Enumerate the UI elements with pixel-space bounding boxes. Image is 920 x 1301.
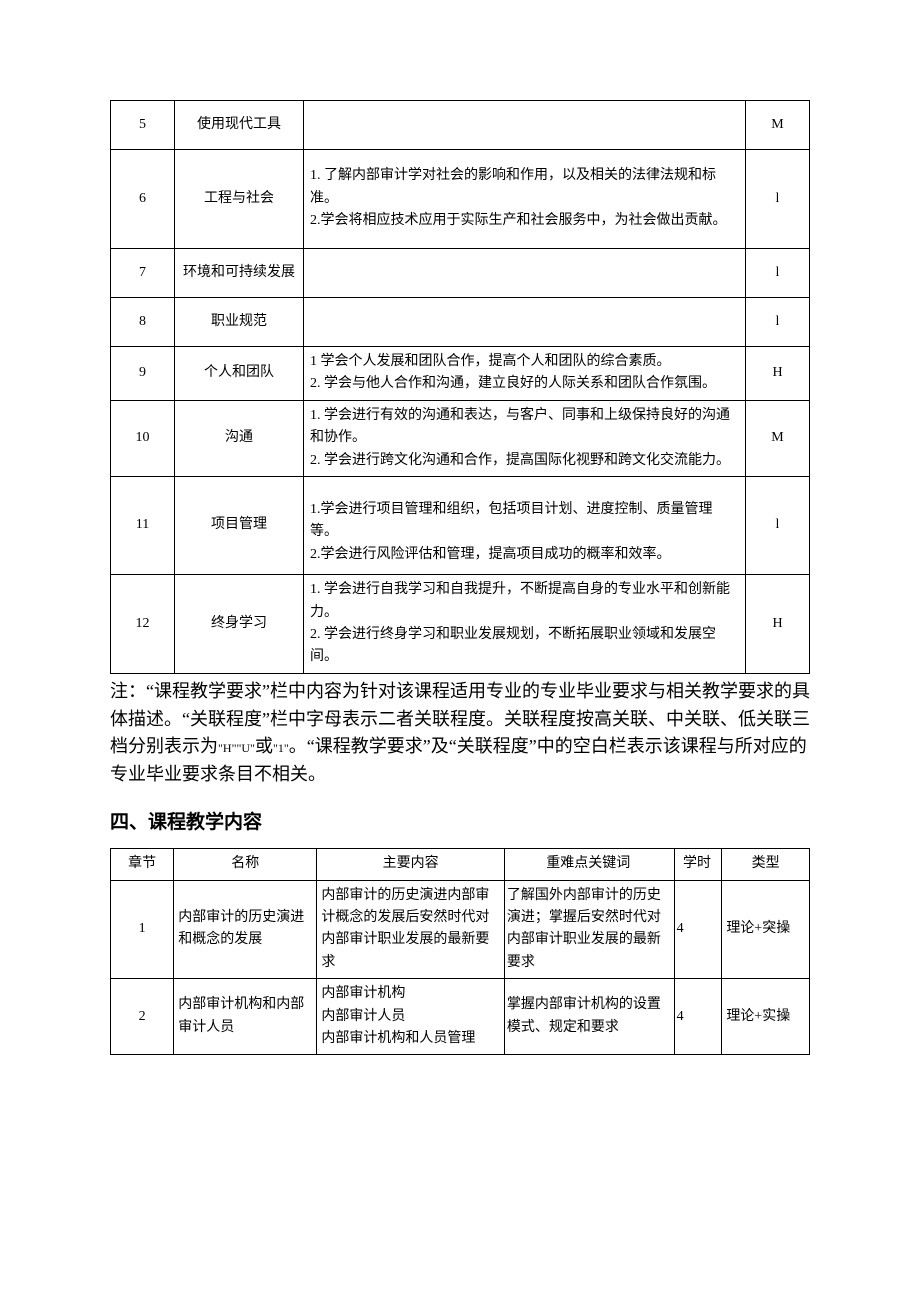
cell-index: 12: [111, 575, 175, 674]
table-row: 12 终身学习 1. 学会进行自我学习和自我提升，不断提高自身的专业水平和创新能…: [111, 575, 810, 674]
cell-desc: [304, 249, 746, 298]
cell-index: 6: [111, 150, 175, 249]
cell-level: M: [746, 101, 810, 150]
cell-type: 理论+突操: [722, 880, 810, 979]
requirements-table: 5 使用现代工具 M 6 工程与社会 1. 了解内部审计学对社会的影响和作用，以…: [110, 100, 810, 674]
cell-chapter: 1: [111, 880, 174, 979]
cell-level: M: [746, 400, 810, 476]
cell-name: 使用现代工具: [175, 101, 304, 150]
table-row: 2 内部审计机构和内部审计人员 内部审计机构 内部审计人员 内部审计机构和人员管…: [111, 979, 810, 1055]
cell-level: l: [746, 150, 810, 249]
cell-chapter: 2: [111, 979, 174, 1055]
cell-name: 环境和可持续发展: [175, 249, 304, 298]
cell-type: 理论+实操: [722, 979, 810, 1055]
cell-key: 了解国外内部审计的历史演进；掌握后安然时代对内部审计职业发展的最新要求: [504, 880, 674, 979]
col-header: 章节: [111, 849, 174, 880]
table-row: 1 内部审计的历史演进和概念的发展 内部审计的历史演进内部审计概念的发展后安然时…: [111, 880, 810, 979]
table-row: 11 项目管理 1.学会进行项目管理和组织，包括项目计划、进度控制、质量管理等。…: [111, 476, 810, 574]
col-header: 类型: [722, 849, 810, 880]
cell-desc: [304, 298, 746, 347]
cell-name: 内部审计的历史演进和概念的发展: [174, 880, 317, 979]
cell-index: 5: [111, 101, 175, 150]
note-quote: "1": [273, 741, 289, 755]
cell-desc: 1 学会个人发展和团队合作，提高个人和团队的综合素质。 2. 学会与他人合作和沟…: [304, 347, 746, 401]
cell-key: 掌握内部审计机构的设置模式、规定和要求: [504, 979, 674, 1055]
note-text: 或: [255, 736, 273, 756]
col-header: 名称: [174, 849, 317, 880]
note-quote: "H""U": [218, 741, 255, 755]
col-header: 学时: [674, 849, 722, 880]
cell-name: 内部审计机构和内部审计人员: [174, 979, 317, 1055]
cell-content: 内部审计的历史演进内部审计概念的发展后安然时代对内部审计职业发展的最新要求: [317, 880, 505, 979]
section-heading: 四、课程教学内容: [110, 807, 810, 834]
note-paragraph: 注：“课程教学要求”栏中内容为针对该课程适用专业的专业毕业要求与相关教学要求的具…: [110, 678, 810, 790]
cell-index: 11: [111, 476, 175, 574]
cell-level: H: [746, 575, 810, 674]
cell-level: l: [746, 476, 810, 574]
cell-index: 10: [111, 400, 175, 476]
cell-level: l: [746, 298, 810, 347]
table-row: 5 使用现代工具 M: [111, 101, 810, 150]
cell-index: 8: [111, 298, 175, 347]
cell-desc: [304, 101, 746, 150]
cell-name: 职业规范: [175, 298, 304, 347]
cell-index: 7: [111, 249, 175, 298]
cell-desc: 1. 了解内部审计学对社会的影响和作用，以及相关的法律法规和标准。 2.学会将相…: [304, 150, 746, 249]
cell-level: H: [746, 347, 810, 401]
table-row: 9 个人和团队 1 学会个人发展和团队合作，提高个人和团队的综合素质。 2. 学…: [111, 347, 810, 401]
cell-content: 内部审计机构 内部审计人员 内部审计机构和人员管理: [317, 979, 505, 1055]
cell-name: 终身学习: [175, 575, 304, 674]
table-row: 6 工程与社会 1. 了解内部审计学对社会的影响和作用，以及相关的法律法规和标准…: [111, 150, 810, 249]
cell-name: 沟通: [175, 400, 304, 476]
cell-name: 项目管理: [175, 476, 304, 574]
table-row: 10 沟通 1. 学会进行有效的沟通和表达，与客户、同事和上级保持良好的沟通和协…: [111, 400, 810, 476]
col-header: 重难点关键词: [504, 849, 674, 880]
cell-level: l: [746, 249, 810, 298]
cell-desc: 1. 学会进行自我学习和自我提升，不断提高自身的专业水平和创新能力。 2. 学会…: [304, 575, 746, 674]
table-row: 8 职业规范 l: [111, 298, 810, 347]
cell-hours: 4: [674, 979, 722, 1055]
cell-index: 9: [111, 347, 175, 401]
content-table: 章节 名称 主要内容 重难点关键词 学时 类型 1 内部审计的历史演进和概念的发…: [110, 848, 810, 1055]
cell-name: 个人和团队: [175, 347, 304, 401]
cell-desc: 1. 学会进行有效的沟通和表达，与客户、同事和上级保持良好的沟通和协作。 2. …: [304, 400, 746, 476]
table-row: 7 环境和可持续发展 l: [111, 249, 810, 298]
cell-desc: 1.学会进行项目管理和组织，包括项目计划、进度控制、质量管理等。 2.学会进行风…: [304, 476, 746, 574]
col-header: 主要内容: [317, 849, 505, 880]
table-header-row: 章节 名称 主要内容 重难点关键词 学时 类型: [111, 849, 810, 880]
cell-hours: 4: [674, 880, 722, 979]
cell-name: 工程与社会: [175, 150, 304, 249]
